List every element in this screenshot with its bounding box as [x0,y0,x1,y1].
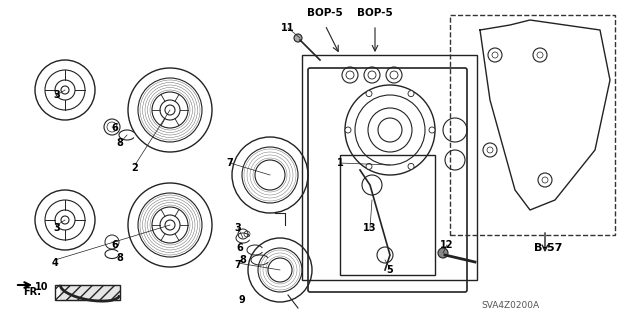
Text: 8: 8 [239,255,246,265]
Text: BOP-5: BOP-5 [357,8,393,18]
Text: 6: 6 [111,240,118,250]
Text: 13: 13 [364,223,377,233]
Text: 4: 4 [52,258,58,268]
Circle shape [294,34,302,42]
Text: 3: 3 [54,223,60,233]
Bar [55,285,120,300]
Text: 7: 7 [235,260,241,270]
Text: 5: 5 [387,265,394,275]
Text: 1: 1 [337,158,344,168]
Text: 6: 6 [111,123,118,133]
Text: 8: 8 [116,138,124,148]
Circle shape [345,127,351,133]
Circle shape [366,91,372,97]
Text: 6: 6 [237,243,243,253]
Text: SVA4Z0200A: SVA4Z0200A [481,300,539,309]
Text: 3: 3 [235,223,241,233]
Text: 12: 12 [440,240,454,250]
Text: B-57: B-57 [534,243,562,253]
Text: 10: 10 [35,282,49,292]
Bar [450,15,615,235]
Circle shape [408,91,414,97]
Circle shape [438,248,448,258]
Text: 9: 9 [239,295,245,305]
Circle shape [429,127,435,133]
Text: 2: 2 [132,163,138,173]
Text: 11: 11 [281,23,295,33]
Text: FR.: FR. [23,287,41,297]
Text: 7: 7 [227,158,234,168]
Circle shape [366,163,372,169]
Text: 3: 3 [54,90,60,100]
Circle shape [408,163,414,169]
Text: 8: 8 [116,253,124,263]
Text: BOP-5: BOP-5 [307,8,343,18]
Bar [302,55,477,280]
Bar [340,155,435,275]
